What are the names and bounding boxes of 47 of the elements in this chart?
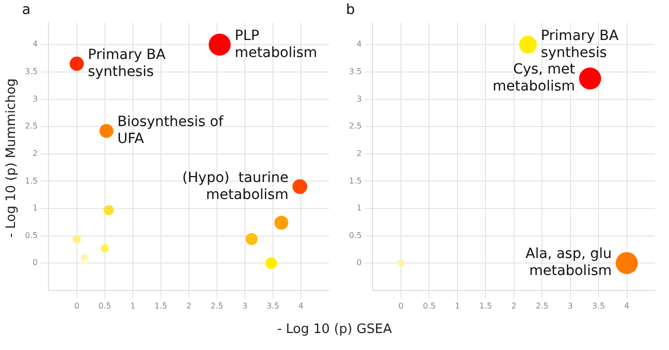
annotation: Ala, asp, glu metabolism [526,246,612,280]
x-tick-label: 3.5 [592,301,605,310]
x-tick-label: 3 [242,301,248,310]
y-tick-label: 0 [356,258,362,268]
y-tick-label: 0 [32,258,38,268]
y-tick-label: 0.5 [348,230,362,240]
annotation: Biosynthesis of UFA [117,114,224,148]
y-axis-title: - Log 10 (p) Mummichog [4,77,20,240]
y-tick-label: 4 [356,40,362,49]
x-axis-title: - Log 10 (p) GSEA [276,322,393,337]
x-tick-label: 0.5 [422,301,436,310]
x-tick-label: 1 [130,301,136,310]
y-tick-label: 1.5 [348,176,362,186]
y-tick-label: 3 [356,94,362,104]
x-tick-label: 4 [624,301,630,310]
chart-title: b [346,2,355,18]
annotation: PLP metabolism [234,28,318,61]
y-tick-label: 1 [32,204,38,213]
y-tick-label: 2.5 [348,122,362,131]
x-tick-label: 0.5 [98,301,112,310]
x-tick-label: 3 [568,301,573,310]
x-tick-label: 2 [511,301,516,310]
x-tick-label: 2.5 [210,301,224,310]
y-tick-label: 0.5 [24,230,38,240]
x-tick-label: 3.5 [266,301,280,310]
y-tick-label: 3.5 [348,67,362,76]
annotation: Primary BA synthesis [540,28,619,61]
x-tick-label: 2 [186,301,192,310]
annotation: Cys, met metabolism [492,62,576,95]
y-tick-label: 1.5 [24,176,38,186]
annotation: Primary BA synthesis [88,46,166,80]
y-tick-label: 2.5 [24,122,38,131]
y-tick-label: 2 [32,148,38,158]
y-tick-label: 3 [32,94,38,104]
y-tick-label: 3.5 [24,67,38,76]
x-tick-label: 0 [398,301,404,310]
x-tick-label: 1 [454,301,460,310]
annotation: (Hypo) taurine metabolism [182,170,288,203]
chart-title: a [22,2,31,18]
x-tick-label: 1.5 [479,301,492,310]
x-tick-label: 4 [298,301,304,310]
y-tick-label: 2 [356,148,362,158]
y-tick-label: 1 [356,204,362,213]
y-tick-label: 4 [32,40,38,49]
x-tick-label: 2.5 [536,301,548,310]
x-tick-label: 1.5 [154,301,168,310]
x-tick-label: 0 [74,301,80,310]
